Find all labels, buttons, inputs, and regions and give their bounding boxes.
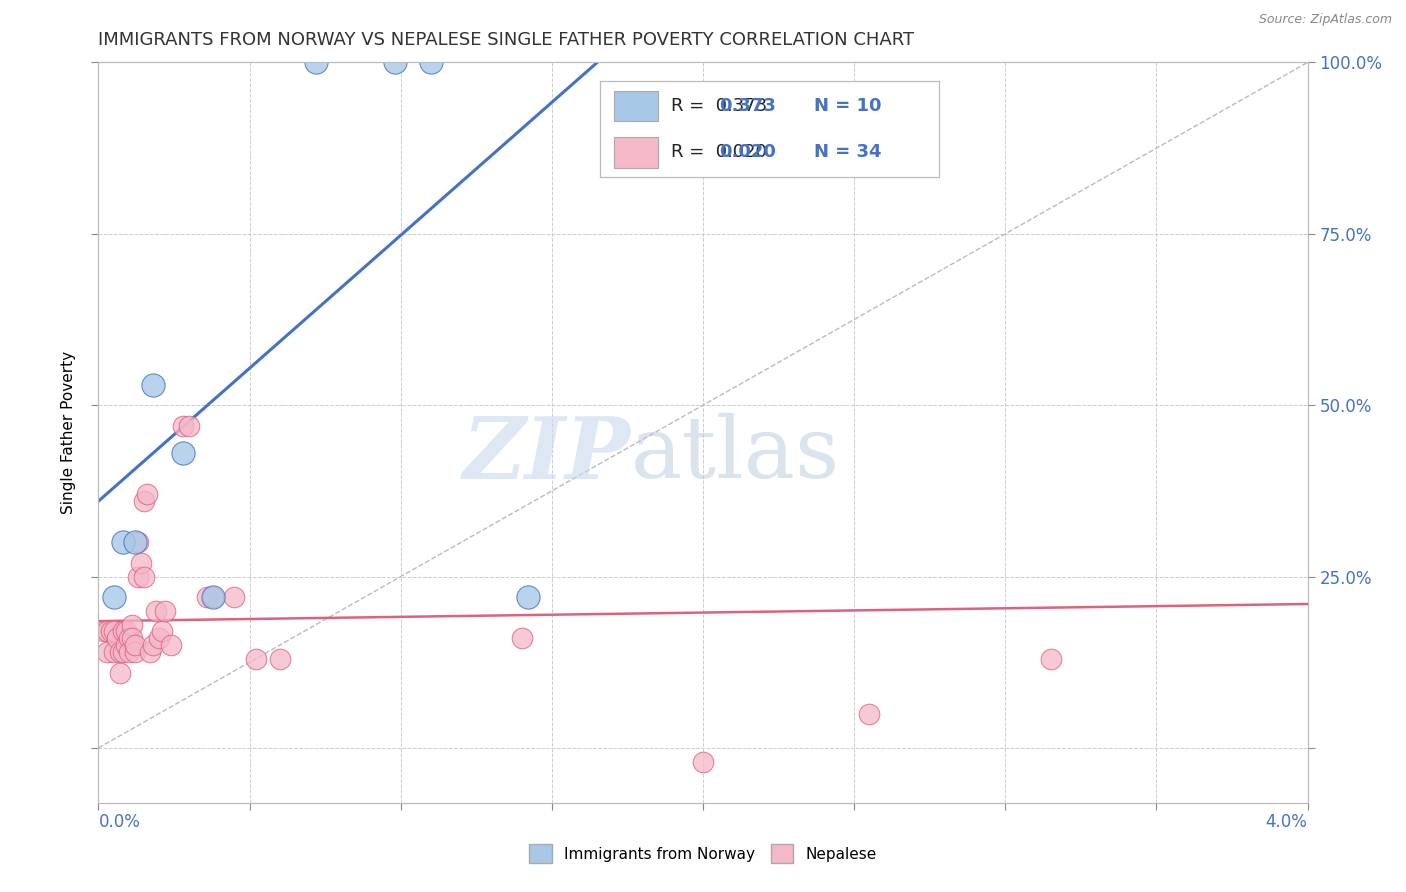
Point [111,535,134,549]
Point [121,632,143,646]
Point [172,446,194,460]
Point [103,645,125,659]
Point [108,645,131,659]
Point [1039,652,1062,666]
Point [96,645,118,659]
Point [139,645,162,659]
Point [108,665,131,680]
Point [195,590,218,604]
Point [93,624,115,639]
Point [269,652,291,666]
Point [160,638,183,652]
Point [111,645,134,659]
Point [121,617,143,632]
Point [132,569,155,583]
Point [118,645,141,659]
Point [127,569,149,583]
Point [179,418,201,433]
Point [153,604,176,618]
Point [135,487,157,501]
Point [420,55,443,70]
Point [124,535,146,549]
Legend: Immigrants from Norway, Nepalese: Immigrants from Norway, Nepalese [523,838,883,869]
Point [305,55,328,70]
Point [129,556,152,570]
Point [384,55,406,70]
Point [114,624,136,639]
Text: ZIP: ZIP [463,413,630,497]
Point [111,624,134,639]
Point [118,632,141,646]
Text: atlas: atlas [630,413,839,497]
Point [103,590,125,604]
Text: 4.0%: 4.0% [1265,814,1308,831]
Point [692,755,714,769]
Point [100,624,122,639]
Point [142,377,165,392]
Point [127,535,149,549]
Point [103,624,125,639]
Point [510,632,533,646]
Point [148,632,170,646]
Text: Source: ZipAtlas.com: Source: ZipAtlas.com [1258,13,1392,27]
Point [124,638,146,652]
Point [858,706,880,721]
Point [150,624,173,639]
Y-axis label: Single Father Poverty: Single Father Poverty [60,351,76,514]
Point [245,652,267,666]
Point [202,590,225,604]
Point [114,638,136,652]
Text: IMMIGRANTS FROM NORWAY VS NEPALESE SINGLE FATHER POVERTY CORRELATION CHART: IMMIGRANTS FROM NORWAY VS NEPALESE SINGL… [98,31,914,49]
Point [516,590,538,604]
Point [124,645,146,659]
Point [142,638,165,652]
Point [202,590,225,604]
Point [145,604,167,618]
Point [172,418,194,433]
Point [224,590,246,604]
Point [105,632,128,646]
Point [96,624,118,639]
Point [132,494,155,508]
Text: 0.0%: 0.0% [98,814,141,831]
